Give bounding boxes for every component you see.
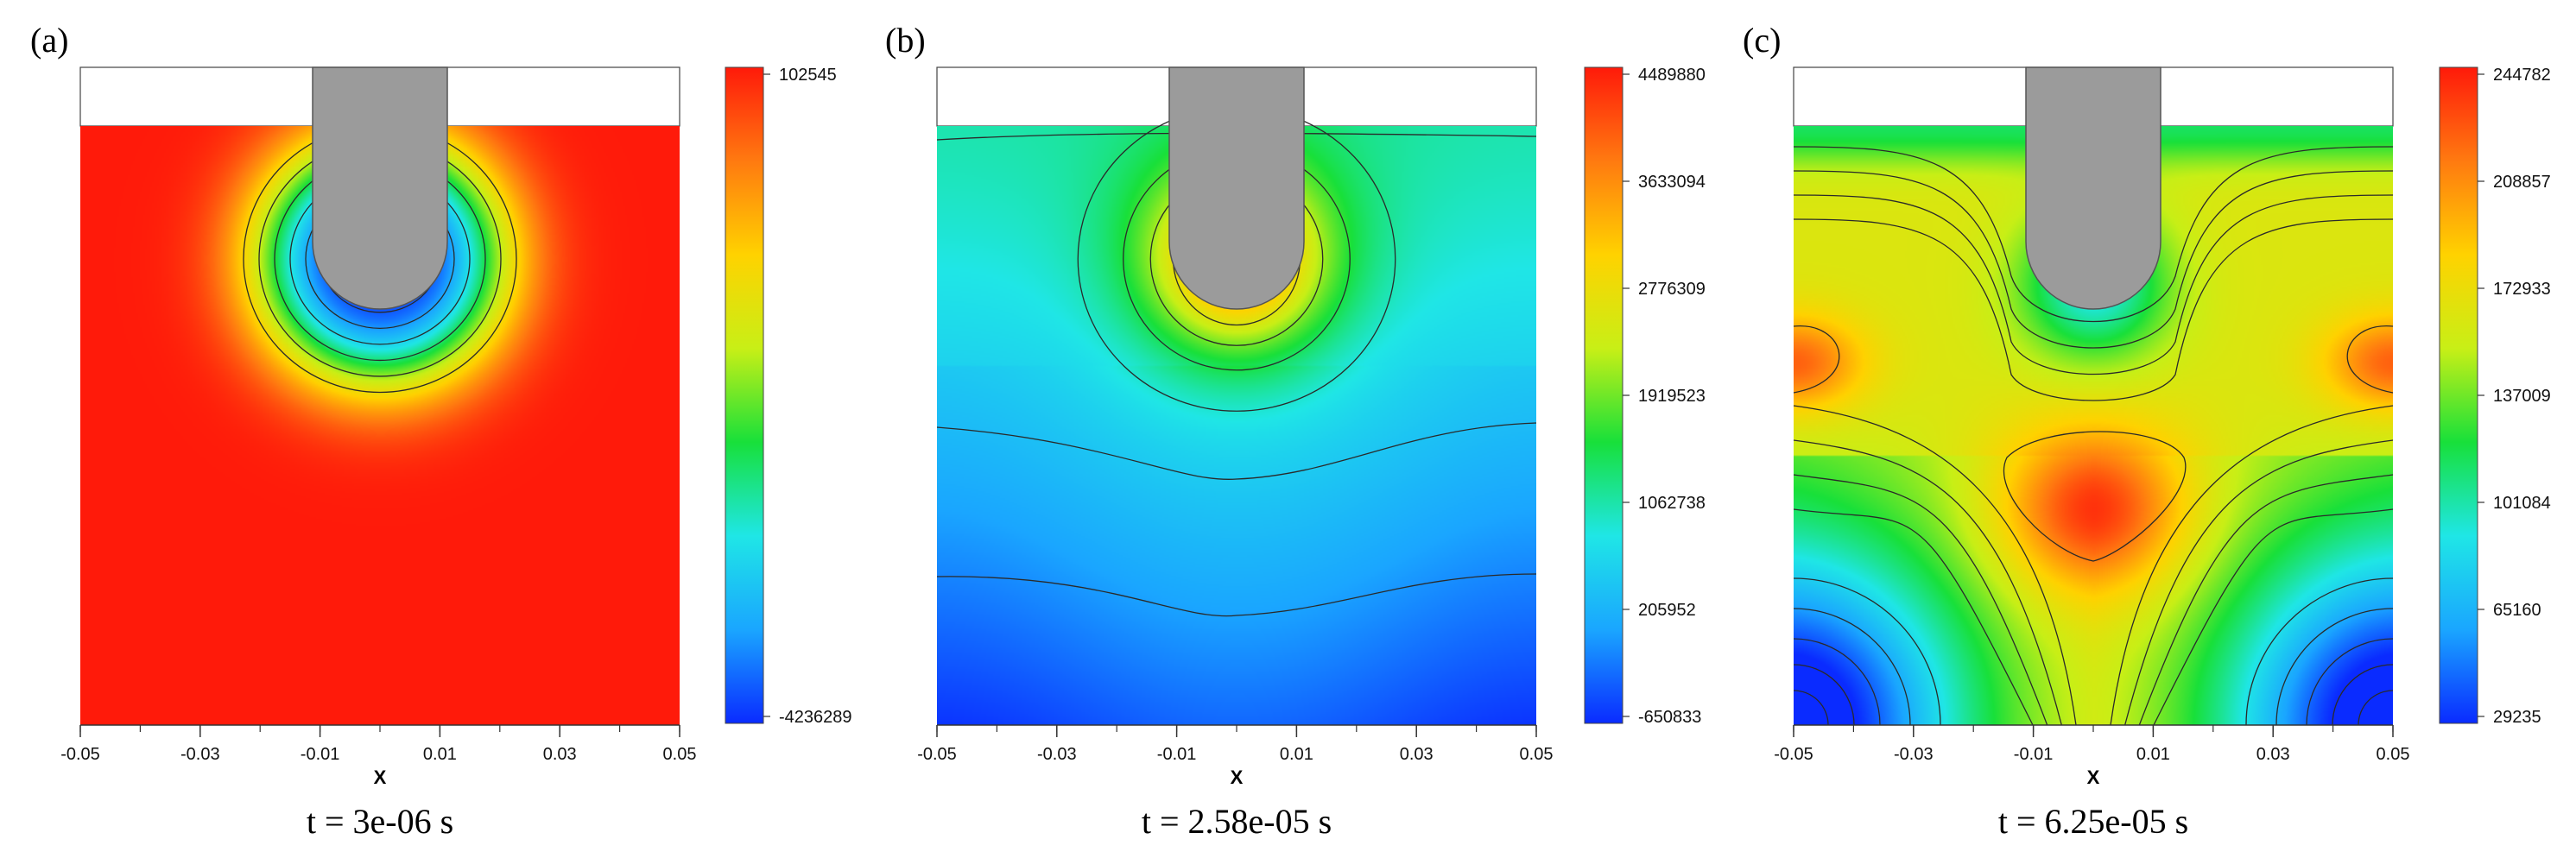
- colorbar-tick-label: 1062738: [1638, 494, 1706, 513]
- contour-line: [2110, 405, 2394, 726]
- x-tick-label: 0.05: [663, 745, 697, 764]
- contour-line: [2245, 577, 2394, 726]
- contour-line: [2306, 638, 2394, 726]
- contour-line: [1793, 638, 1881, 726]
- contour-line: [1793, 405, 2077, 726]
- colorbar-tick-label: 208857: [2493, 173, 2551, 192]
- x-tick-label: -0.03: [1894, 745, 1934, 764]
- x-tick-label: 0.05: [1520, 745, 1554, 764]
- colorbar-tick-label: 65160: [2493, 601, 2541, 620]
- contour-line: [2003, 431, 2187, 562]
- x-tick-label: -0.03: [180, 745, 220, 764]
- contour-line: [2138, 474, 2394, 726]
- probe-shape: [312, 66, 448, 310]
- x-tick-label: -0.03: [1037, 745, 1077, 764]
- x-tick-label: -0.05: [1774, 745, 1813, 764]
- contour-line: [1793, 146, 2394, 322]
- contour-line: [1793, 608, 1911, 726]
- colorbar: [2439, 66, 2478, 724]
- contour-line: [1793, 577, 1941, 726]
- contour-line: [1793, 508, 2034, 726]
- contour-line: [936, 573, 1537, 617]
- contour-line: [1793, 194, 2394, 375]
- contour-line: [2346, 325, 2394, 394]
- x-axis-label: X: [1231, 767, 1244, 788]
- colorbar-tick-label: 137009: [2493, 387, 2551, 406]
- colorbar-tick-label: -4236289: [779, 708, 852, 727]
- contour-line: [2153, 508, 2394, 726]
- colorbar-tick-label: 102545: [779, 66, 837, 85]
- contour-line: [2124, 439, 2394, 726]
- x-tick-label: -0.01: [301, 745, 340, 764]
- contour-line: [1793, 690, 1829, 726]
- contour-line: [1793, 170, 2394, 349]
- contour-line: [2275, 608, 2394, 726]
- contour-line: [2358, 690, 2394, 726]
- panel-label: (b): [885, 21, 926, 60]
- colorbar: [725, 66, 764, 724]
- x-tick-label: 0.03: [1400, 745, 1434, 764]
- colorbar: [1584, 66, 1623, 724]
- colorbar-tick-label: 2776309: [1638, 280, 1706, 299]
- panel-a: (a) -0.05 -0.03 -0.01 0.01 0.03 0.05 Xt = 3e-06…: [30, 21, 852, 841]
- x-axis-label: X: [2087, 767, 2100, 788]
- colorbar-tick-label: 3633094: [1638, 173, 1706, 192]
- colorbar-tick-label: 101084: [2493, 494, 2551, 513]
- x-tick-label: 0.03: [2256, 745, 2290, 764]
- colorbar-tick-label: 29235: [2493, 708, 2541, 727]
- x-tick-label: 0.01: [423, 745, 457, 764]
- x-tick-label: 0.05: [2377, 745, 2410, 764]
- colorbar-tick-label: 244782: [2493, 66, 2551, 85]
- panel-label: (c): [1743, 21, 1781, 60]
- probe-shape: [1168, 66, 1305, 310]
- panel-title: t = 6.25e-05 s: [1998, 802, 2188, 841]
- x-tick-label: -0.01: [2014, 745, 2054, 764]
- contour-line: [2332, 664, 2394, 726]
- x-tick-label: -0.05: [60, 745, 100, 764]
- colorbar-tick-label: 1919523: [1638, 387, 1706, 406]
- x-tick-label: 0.01: [1280, 745, 1313, 764]
- panel-c: (c) -0.05 -0.03 -0.01 0.01 0.03 0.05 Xt = 6.25e…: [1743, 21, 2551, 841]
- x-tick-label: 0.01: [2136, 745, 2170, 764]
- panel-b: (b) -0.05 -0.03 -0.01 0.01 0.03 0.05 Xt = 2.58e…: [885, 21, 1706, 841]
- colorbar-tick-label: 172933: [2493, 280, 2551, 299]
- x-tick-label: 0.03: [543, 745, 577, 764]
- x-tick-label: -0.05: [917, 745, 957, 764]
- contour-line: [1793, 218, 2394, 401]
- panel-title: t = 3e-06 s: [307, 802, 453, 841]
- probe-shape: [2025, 66, 2161, 310]
- colorbar-tick-label: -650833: [1638, 708, 1701, 727]
- x-tick-label: -0.01: [1157, 745, 1197, 764]
- x-axis-label: X: [374, 767, 387, 788]
- contour-line: [1793, 439, 2062, 726]
- contour-line: [1793, 325, 1840, 394]
- panel-title: t = 2.58e-05 s: [1142, 802, 1332, 841]
- contour-line: [1793, 474, 2048, 726]
- panel-label: (a): [30, 21, 68, 60]
- colorbar-tick-label: 4489880: [1638, 66, 1706, 85]
- contour-line: [1793, 664, 1855, 726]
- contour-line: [936, 422, 1537, 480]
- colorbar-tick-label: 205952: [1638, 601, 1696, 620]
